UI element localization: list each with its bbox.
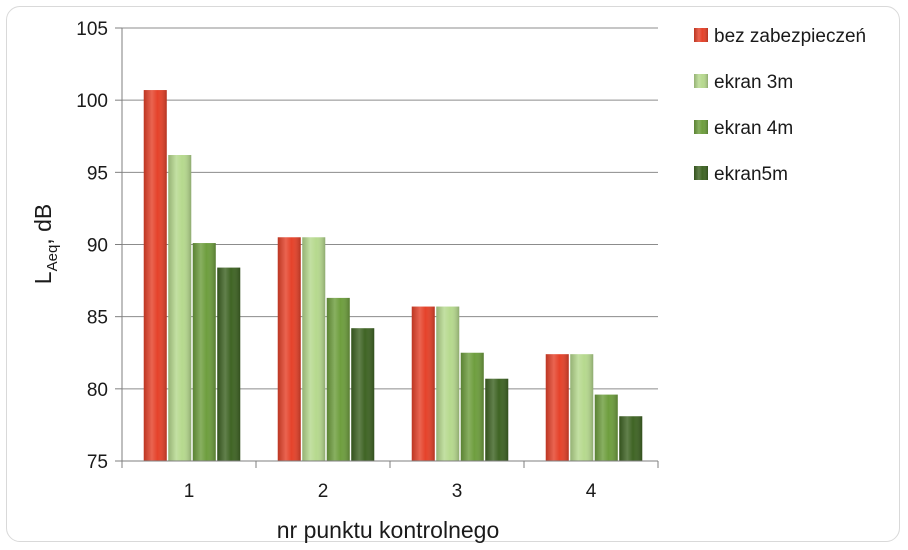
x-tick-label: 1 <box>184 481 195 502</box>
bar-shading <box>619 416 643 461</box>
y-tick-label: 80 <box>87 380 108 401</box>
axes <box>121 28 659 468</box>
x-tick-label: 4 <box>586 481 597 502</box>
bar-shading <box>277 237 301 461</box>
y-tick-labels: 75 80 85 90 95 100 105 <box>76 19 108 473</box>
legend-swatch-shading <box>694 120 708 134</box>
legend-swatch-shading <box>694 28 708 42</box>
bar-shading <box>351 328 375 461</box>
y-tick-label: 100 <box>76 91 108 112</box>
bar-shading <box>192 243 216 461</box>
bar-shading <box>302 237 326 461</box>
legend-swatch-shading <box>694 74 708 88</box>
y-tick-label: 85 <box>87 308 108 329</box>
x-tick-label: 2 <box>318 481 329 502</box>
y-tick-label: 95 <box>87 163 108 184</box>
bars <box>143 90 643 462</box>
bar-shading <box>217 267 241 461</box>
y-axis-title-sub: Aeq <box>44 245 61 272</box>
legend-label: ekran 4m <box>714 118 793 139</box>
y-tick-label: 75 <box>87 452 108 473</box>
bar-shading <box>485 378 509 461</box>
bar-shading <box>460 352 484 461</box>
bar-shading <box>411 306 435 461</box>
x-axis-title: nr punktu kontrolnego <box>277 517 500 543</box>
bar-shading <box>326 297 350 461</box>
legend: bez zabezpieczeń ekran 3m ekran 4m ekran5m <box>694 26 866 185</box>
y-axis-title-main: L <box>30 271 56 284</box>
legend-label: bez zabezpieczeń <box>714 26 866 47</box>
y-axis-title-suffix: , dB <box>30 204 56 245</box>
legend-label: ekran 3m <box>714 72 793 93</box>
bar-shading <box>594 394 618 461</box>
bar-shading <box>143 90 167 462</box>
y-axis-title: LAeq, dB <box>30 204 61 284</box>
bar-shading <box>168 155 192 461</box>
x-tick-labels: 1 2 3 4 <box>184 481 597 502</box>
bar-shading <box>436 306 460 461</box>
bar-shading <box>570 354 594 461</box>
y-tick-label: 90 <box>87 236 108 257</box>
y-tick-label: 105 <box>76 19 108 40</box>
x-tick-label: 3 <box>452 481 463 502</box>
legend-swatch-shading <box>694 166 708 180</box>
legend-label: ekran5m <box>714 164 788 185</box>
bar-shading <box>545 354 569 461</box>
